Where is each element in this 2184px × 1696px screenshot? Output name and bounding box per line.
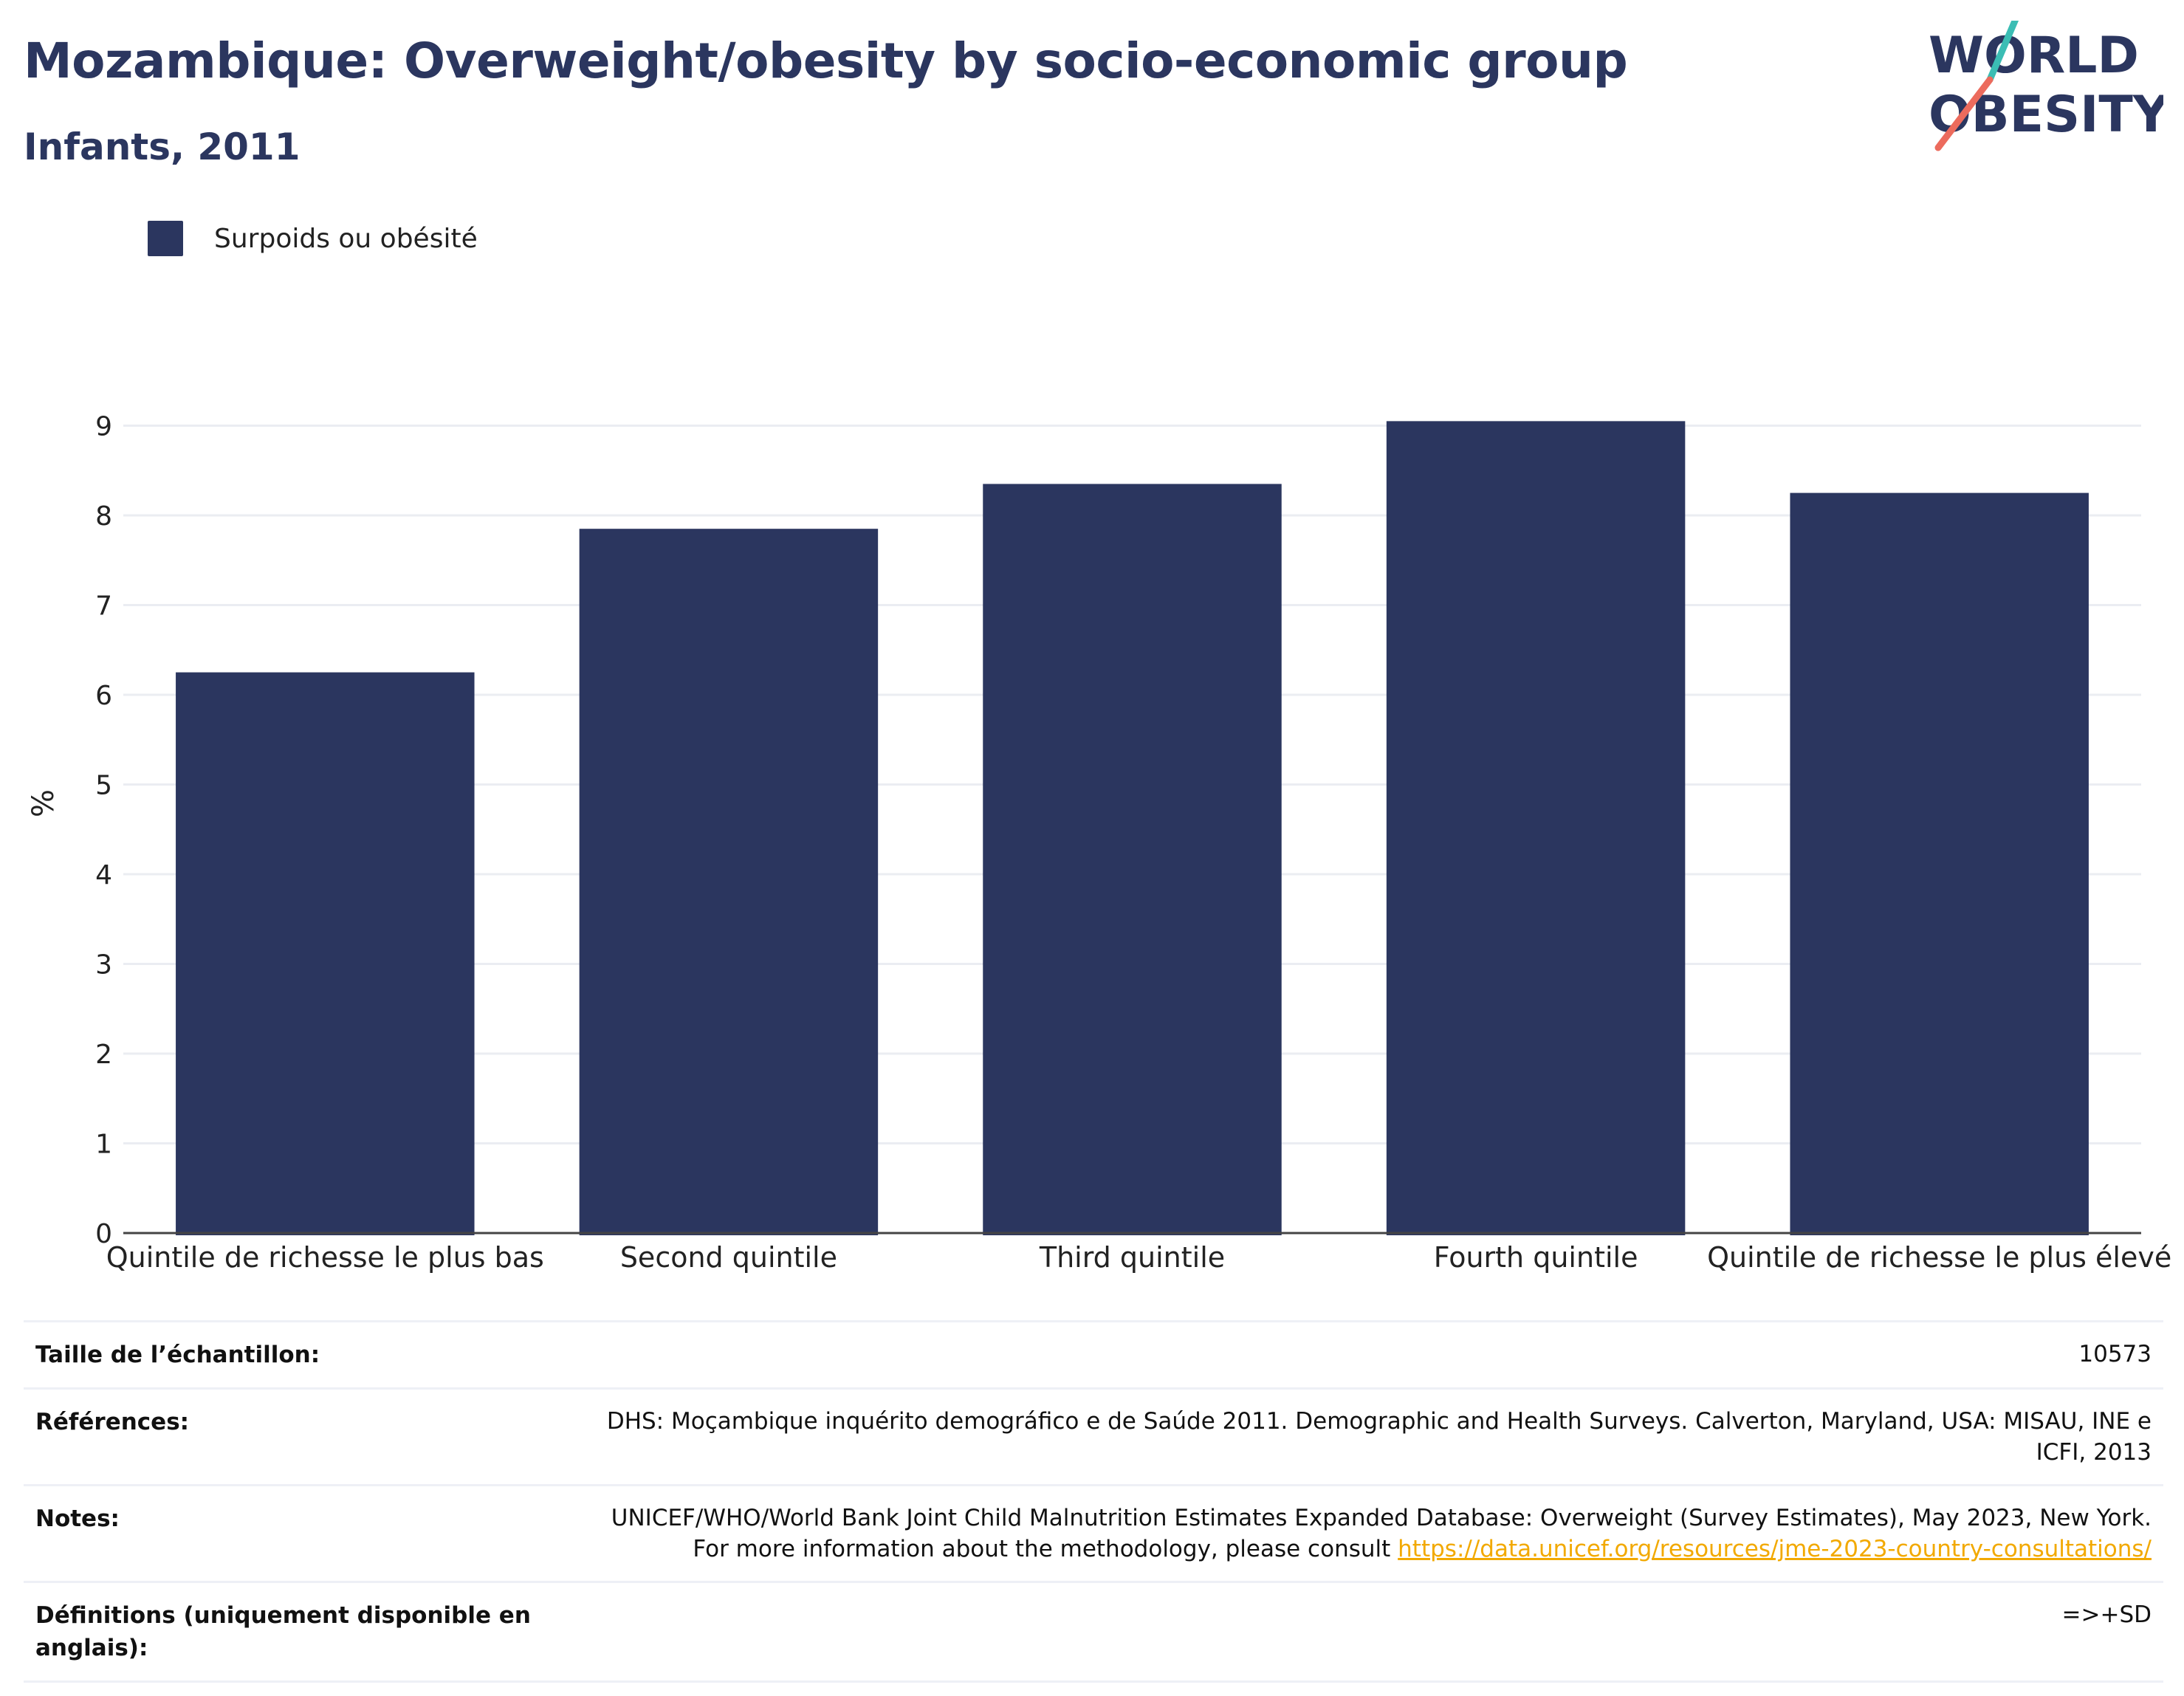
y-tick-label: 4 [95,860,112,890]
definitions-label: Définitions (uniquement disponible en an… [35,1602,531,1661]
x-tick-label: Second quintile [620,1241,837,1274]
notes-link[interactable]: https://data.unicef.org/resources/jme-20… [1398,1536,2152,1562]
x-tick-label: Quintile de richesse le plus élevé [1707,1241,2171,1274]
y-tick-label: 8 [95,501,112,532]
notes-label: Notes: [35,1506,120,1532]
y-tick-label: 6 [95,681,112,711]
bar[interactable] [176,672,475,1235]
legend[interactable]: Surpoids ou obésité [148,220,478,257]
sample-size-value: 10573 [2078,1341,2152,1367]
info-row-references: Références: DHS: Moçambique inquérito de… [24,1387,2163,1484]
x-tick-label: Quintile de richesse le plus bas [106,1241,544,1274]
y-tick-label: 0 [95,1219,112,1249]
definitions-value: =>+SD [2061,1601,2152,1628]
y-tick-label: 1 [95,1129,112,1159]
logo-slash-coral [1934,76,1994,151]
x-tick-label: Third quintile [1039,1241,1225,1274]
x-tick-label: Fourth quintile [1434,1241,1638,1274]
info-row-definitions: Définitions (uniquement disponible en an… [24,1581,2163,1683]
legend-label: Surpoids ou obésité [214,223,478,254]
notes-value: UNICEF/WHO/World Bank Joint Child Malnut… [601,1503,2152,1565]
references-label: Références: [35,1409,190,1435]
bar[interactable] [1386,421,1686,1235]
bar[interactable] [579,529,879,1235]
y-tick-label: 5 [95,770,112,800]
x-tick-labels: Quintile de richesse le plus bas Second q… [106,1241,2172,1274]
logo-slash-teal [1986,21,2019,83]
y-tick-label: 2 [95,1040,112,1070]
info-table: Taille de l’échantillon: 10573 Référence… [24,1320,2163,1683]
y-tick-label: 9 [95,411,112,442]
bars [176,421,2089,1235]
y-tick-label: 7 [95,591,112,621]
bar-chart: 0 1 2 3 4 5 6 7 8 9 Quintile de richesse le plus … [27,411,2172,1274]
chart-title: Mozambique: Overweight/obesity by socio-… [24,32,1628,89]
y-tick-labels: 0 1 2 3 4 5 6 7 8 9 [95,411,112,1249]
logo-text-world: WORLD [1929,27,2139,85]
y-tick-label: 3 [95,950,112,980]
chart-subtitle: Infants, 2011 [24,126,301,168]
info-row-sample-size: Taille de l’échantillon: 10573 [24,1320,2163,1387]
sample-size-label: Taille de l’échantillon: [35,1342,320,1368]
bar[interactable] [1790,492,2089,1235]
bar[interactable] [983,484,1282,1235]
references-value: DHS: Moçambique inquérito demográfico e … [606,1408,2152,1466]
y-axis-label: % [27,789,61,817]
world-obesity-logo: WORLD OBESITY [1929,21,2163,151]
notes-text: UNICEF/WHO/World Bank Joint Child Malnut… [611,1505,2152,1562]
logo-text-obesity: OBESITY [1929,86,2163,144]
legend-swatch [148,221,183,256]
info-row-notes: Notes: UNICEF/WHO/World Bank Joint Child… [24,1484,2163,1581]
